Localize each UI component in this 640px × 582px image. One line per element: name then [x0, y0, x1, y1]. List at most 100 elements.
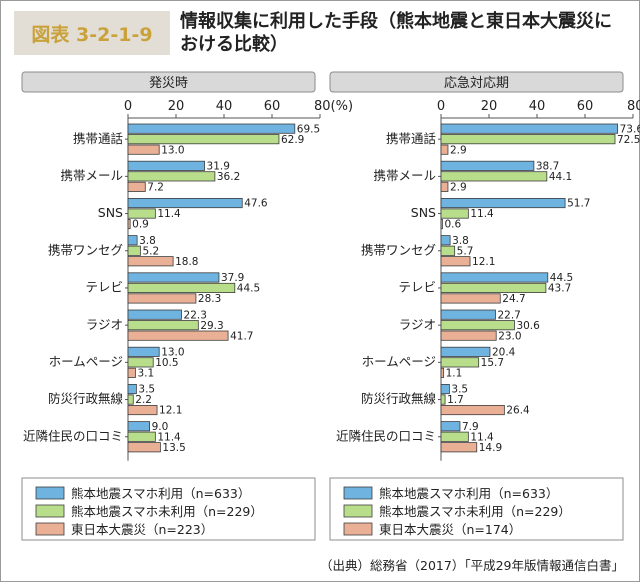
data-label: 43.7: [548, 283, 571, 295]
bar: [127, 144, 160, 155]
data-label: 5.7: [457, 245, 474, 257]
bar: [127, 245, 141, 256]
bar: [440, 330, 497, 341]
data-label: 13.0: [161, 347, 184, 359]
bar: [440, 134, 616, 145]
bar: [127, 160, 205, 171]
data-label: 3.5: [138, 384, 155, 396]
category-label: 携帯メール: [373, 168, 436, 183]
bar: [440, 160, 535, 171]
data-label: 10.5: [155, 357, 178, 369]
data-label: 44.1: [549, 171, 572, 183]
legend-swatch: [35, 504, 65, 518]
data-label: 38.7: [536, 161, 559, 173]
data-label: 22.7: [497, 309, 520, 321]
figure-number-badge: 図表 3-2-1-9: [14, 11, 170, 55]
legend-label: 熊本地震スマホ未利用（n=229）: [71, 504, 263, 519]
data-label: 24.7: [502, 293, 525, 305]
x-tick-label: 20: [481, 99, 498, 114]
data-label: 47.6: [244, 198, 268, 210]
data-label: 31.9: [207, 161, 230, 173]
data-label: 3.1: [137, 368, 154, 380]
bar: [127, 208, 156, 219]
bar: [127, 171, 216, 182]
category-label: SNS: [98, 205, 123, 220]
data-label: 7.9: [462, 421, 479, 433]
category-label: ホームページ: [362, 354, 436, 369]
data-label: 2.2: [135, 394, 152, 406]
bar: [440, 357, 480, 368]
bar: [440, 256, 471, 267]
bar: [440, 346, 491, 357]
bar: [127, 367, 136, 378]
bar: [440, 171, 548, 182]
bar: [127, 383, 137, 395]
data-label: 11.4: [157, 431, 181, 443]
category-label: 防災行政無線: [48, 391, 124, 406]
bar: [440, 208, 469, 219]
bar: [127, 235, 138, 246]
data-label: 2.9: [450, 182, 467, 194]
data-label: 5.2: [142, 245, 159, 257]
data-label: 13.0: [161, 144, 184, 156]
data-label: 11.4: [470, 431, 494, 443]
category-label: ホームページ: [49, 354, 123, 369]
bar: [127, 320, 199, 331]
bar: [440, 181, 449, 192]
x-tick-label: 60: [264, 99, 281, 114]
legend-swatch: [343, 486, 373, 500]
bar: [440, 144, 449, 155]
category-label: 携帯通話: [386, 131, 436, 146]
category-label: 携帯ワンセグ: [361, 242, 436, 257]
category-label: ラジオ: [399, 317, 436, 332]
bar: [127, 123, 296, 134]
legend-swatch: [343, 504, 373, 518]
legend-label: 熊本地震スマホ利用（n=633）: [71, 486, 250, 501]
x-tick-label: 40: [529, 99, 546, 114]
data-label: 1.7: [447, 394, 464, 406]
bar: [440, 383, 450, 395]
legend-box: [329, 477, 624, 541]
bar: [440, 235, 451, 246]
bar: [127, 431, 156, 442]
x-tick-label: 0: [437, 99, 445, 114]
data-label: 3.8: [452, 235, 469, 247]
bar: [440, 293, 501, 304]
bar: [440, 197, 566, 209]
bar: [127, 197, 243, 209]
legend-label: 東日本大震災（n=174）: [379, 522, 521, 537]
panel-header: [329, 71, 624, 93]
data-label: 2.9: [450, 144, 467, 156]
data-label: 29.3: [200, 320, 223, 332]
data-label: 73.6: [620, 123, 640, 135]
bar: [127, 282, 236, 293]
x-tick-label: 80(%): [314, 99, 353, 114]
bar: [440, 309, 496, 320]
figure-title: 情報収集に利用した手段（熊本地震と東日本大震災における比較）: [180, 11, 612, 55]
bar: [440, 218, 443, 230]
category-label: 近隣住民の口コミ: [23, 428, 123, 443]
bar: [127, 256, 174, 267]
data-label: 3.5: [451, 384, 468, 396]
bar: [440, 123, 619, 134]
x-tick-label: 60: [577, 99, 594, 114]
data-label: 28.3: [198, 293, 221, 305]
legend-box: [21, 477, 316, 541]
bar: [127, 293, 197, 304]
bar: [127, 442, 161, 453]
data-label: 30.6: [516, 320, 540, 332]
chart-panel-1: 発災時 0 20 40 60 80(%) 携帯通話 69.562.9 13.0 携帯メール 31.9…: [21, 71, 353, 541]
bar: [127, 357, 154, 368]
data-label: 13.5: [162, 442, 185, 454]
bar: [440, 442, 478, 453]
data-label: 44.5: [237, 283, 260, 295]
data-label: 1.1: [446, 368, 463, 380]
category-label: テレビ: [398, 280, 436, 295]
category-label: 防災行政無線: [361, 391, 437, 406]
panel-header: [21, 71, 316, 93]
data-label: 72.5: [617, 134, 640, 146]
data-label: 14.9: [479, 442, 502, 454]
bar: [127, 404, 158, 416]
bar: [440, 282, 547, 293]
